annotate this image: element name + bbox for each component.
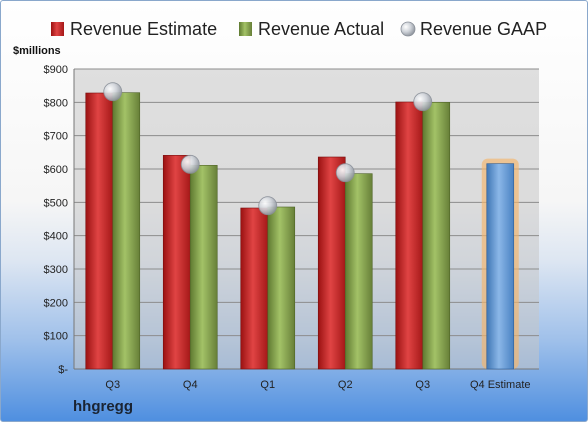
legend-swatch-revenue-gaap	[400, 21, 416, 37]
marker-revenue-gaap	[413, 92, 433, 112]
bar-revenue-estimate-future	[486, 163, 515, 370]
legend-swatch-revenue-estimate	[51, 22, 64, 36]
legend: Revenue Estimate Revenue Actual Revenue GA…	[51, 19, 547, 39]
y-tick-label: $300	[44, 264, 68, 276]
marker-revenue-gaap	[103, 82, 123, 102]
company-name: hhgregg	[73, 398, 133, 415]
bar-revenue-actual	[344, 173, 373, 370]
marker-revenue-gaap	[180, 154, 200, 174]
x-tick-label: Q3	[415, 379, 430, 391]
plot-area	[74, 69, 539, 369]
legend-label: Revenue Actual	[258, 19, 384, 39]
bar-revenue-actual	[267, 206, 296, 370]
marker-revenue-gaap	[258, 196, 278, 216]
y-tick-label: $400	[44, 231, 68, 243]
bar-revenue-estimate	[162, 155, 191, 370]
y-tick-label: $100	[44, 331, 68, 343]
x-tick-label: Q1	[260, 379, 275, 391]
x-tick-label: Q4	[183, 379, 198, 391]
bar-revenue-estimate	[317, 156, 346, 370]
bar-revenue-actual	[422, 102, 451, 370]
y-axis-unit-label: $millions	[13, 45, 61, 57]
bar-revenue-actual	[112, 92, 141, 370]
y-tick-label: $500	[44, 197, 68, 209]
y-tick-label: $800	[44, 97, 68, 109]
x-tick-label: Q3	[105, 379, 120, 391]
legend-swatch-revenue-actual	[239, 22, 252, 36]
y-tick-label: $200	[44, 297, 68, 309]
bar-revenue-estimate	[240, 207, 269, 370]
y-tick-label: $-	[58, 364, 68, 376]
y-tick-label: $600	[44, 164, 68, 176]
bar-revenue-actual	[189, 165, 218, 370]
bar-revenue-estimate	[85, 92, 114, 370]
legend-label: Revenue GAAP	[420, 19, 547, 39]
x-tick-label: Q4 Estimate	[470, 379, 531, 391]
marker-revenue-gaap	[335, 163, 355, 183]
y-tick-label: $700	[44, 131, 68, 143]
bar-revenue-estimate	[395, 101, 424, 370]
y-tick-label: $900	[44, 64, 68, 76]
legend-label: Revenue Estimate	[70, 19, 217, 39]
x-tick-label: Q2	[338, 379, 353, 391]
